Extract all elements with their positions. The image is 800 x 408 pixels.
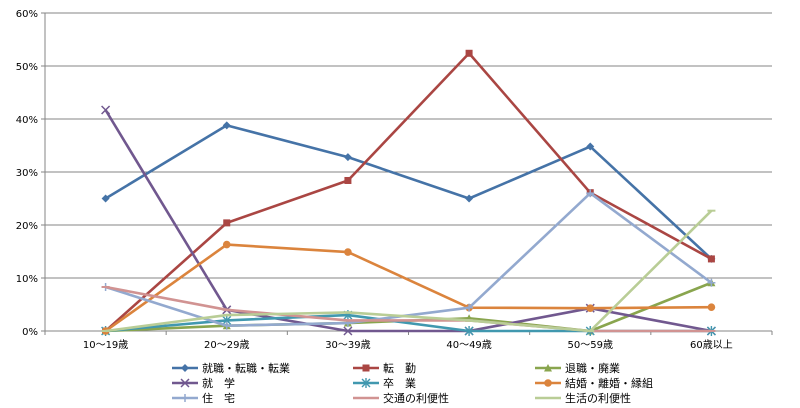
- x-tick-label: 30～39歳: [325, 339, 370, 351]
- legend-marker: [544, 379, 552, 387]
- legend-item: 就職・転職・転業: [172, 361, 290, 375]
- series-line: [104, 243, 712, 333]
- legend-item: 退職・廃業: [535, 361, 620, 375]
- data-point: [222, 240, 231, 249]
- data-point: [101, 194, 110, 203]
- data-point: [222, 321, 231, 330]
- legend-label: 卒 業: [383, 376, 416, 390]
- y-tick-label: 0%: [22, 327, 38, 338]
- x-tick-label: 10～19歳: [83, 339, 128, 351]
- legend-item: 結婚・離婚・縁組: [535, 376, 653, 390]
- data-point: [222, 121, 231, 130]
- data-point: [707, 255, 715, 263]
- data-point: [586, 189, 595, 198]
- legend-marker: [362, 364, 370, 372]
- y-tick-label: 20%: [16, 221, 38, 232]
- legend: 就職・転職・転業 転 勤 退職・廃業就 学 卒 業 結婚・離婚・縁組住 宅 交通の利便性 生…: [172, 361, 653, 405]
- marker-stroke: [101, 105, 111, 115]
- legend-item: 生活の利便性: [535, 391, 631, 405]
- y-tick-label: 10%: [16, 274, 38, 285]
- legend-item: 転 勤: [353, 362, 416, 375]
- y-axis-ticks: 0% 10% 20% 30% 40% 50% 60%: [16, 9, 45, 338]
- data-point: [344, 176, 352, 184]
- legend-item: 交通の利便性: [353, 391, 449, 405]
- legend-label: 就職・転職・転業: [202, 361, 290, 375]
- legend-label: 交通の利便性: [383, 391, 449, 405]
- legend-item: 住 宅: [172, 391, 235, 405]
- data-point: [464, 326, 474, 336]
- series-line: [105, 209, 713, 333]
- marker-stroke: [180, 378, 190, 388]
- legend-marker: [361, 378, 371, 388]
- legend-label: 退職・廃業: [565, 361, 620, 375]
- data-point: [465, 194, 474, 203]
- data-point: [586, 142, 595, 151]
- series-line: [105, 285, 712, 333]
- legend-marker: [181, 364, 189, 372]
- series-5: [101, 240, 716, 335]
- legend-label: 結婚・離婚・縁組: [565, 376, 653, 390]
- series-lines: [101, 49, 716, 336]
- data-point: [707, 278, 716, 287]
- data-point: [343, 153, 352, 162]
- x-tick-label: 20～29歳: [204, 339, 249, 351]
- legend-marker: [181, 394, 189, 402]
- marker-stroke: [343, 326, 353, 336]
- data-point: [101, 105, 111, 115]
- legend-item: 就 学: [172, 376, 235, 390]
- x-tick-label: 40～49歳: [446, 339, 491, 351]
- y-tick-label: 50%: [16, 62, 38, 73]
- series-line: [104, 51, 713, 332]
- y-tick-label: 40%: [16, 115, 38, 126]
- data-point: [465, 49, 473, 57]
- legend-label: 就 学: [202, 376, 235, 390]
- legend-label: 住 宅: [202, 391, 235, 405]
- data-point: [343, 326, 353, 336]
- y-tick-label: 30%: [16, 168, 38, 179]
- legend-marker: [544, 364, 552, 372]
- legend-item: 卒 業: [353, 376, 416, 390]
- legend-marker: [180, 378, 190, 388]
- data-point: [707, 303, 716, 311]
- legend-label: 生活の利便性: [565, 391, 631, 405]
- data-point: [223, 219, 231, 227]
- data-point: [465, 303, 474, 312]
- data-point: [586, 304, 595, 313]
- series-8: [101, 209, 716, 333]
- data-point: [344, 248, 352, 256]
- y-tick-label: 60%: [16, 9, 38, 20]
- x-tick-label: 50～59歳: [568, 339, 613, 351]
- series-line: [104, 124, 713, 260]
- x-tick-label: 60歳以上: [690, 339, 733, 351]
- legend-label: 転 勤: [383, 362, 416, 375]
- x-axis-ticks: 10～19歳 20～29歳 30～39歳 40～49歳 50～59歳 60歳以上: [44, 331, 773, 351]
